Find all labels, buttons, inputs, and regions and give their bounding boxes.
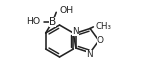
Text: N: N bbox=[86, 50, 93, 59]
Text: O: O bbox=[97, 36, 104, 45]
Text: N: N bbox=[72, 27, 79, 36]
Text: CH₃: CH₃ bbox=[95, 22, 111, 31]
Text: B: B bbox=[49, 17, 56, 27]
Text: HO: HO bbox=[27, 17, 41, 26]
Text: OH: OH bbox=[59, 6, 73, 15]
